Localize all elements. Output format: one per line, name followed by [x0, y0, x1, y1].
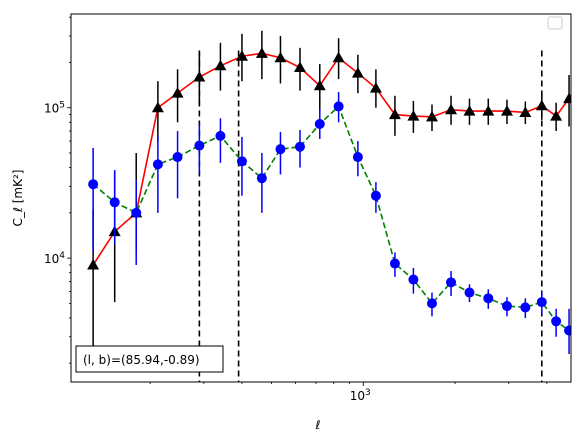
series-1-point — [151, 101, 164, 113]
series-2-point — [446, 277, 457, 288]
series-2-point — [352, 152, 363, 163]
series-2-point — [408, 274, 419, 285]
legend-box — [547, 16, 563, 30]
series-2-point — [483, 293, 494, 304]
series-2-point — [275, 144, 286, 155]
series-1-point — [293, 61, 306, 73]
series-2-point — [256, 173, 267, 184]
y-axis-label: C_ℓ [mK²] — [11, 170, 25, 227]
series-2-point — [88, 179, 99, 190]
series-1-point — [332, 51, 345, 63]
series-1-point — [214, 59, 227, 71]
series-1-point — [500, 105, 513, 116]
series-2-line — [92, 105, 570, 332]
y-tick-label: 104 — [44, 251, 65, 266]
series-1-point — [351, 67, 364, 78]
series-2-point — [520, 302, 531, 313]
series-2-point — [172, 152, 183, 163]
series-2-point — [551, 316, 562, 327]
series-1-point — [235, 50, 248, 61]
series-1-point — [425, 110, 438, 122]
series-1-point — [519, 106, 532, 117]
series-1-point — [482, 105, 495, 116]
y-tick-label: 105 — [44, 101, 65, 116]
series-1-point — [171, 87, 184, 98]
series-1-point — [407, 110, 420, 121]
series-1-point — [535, 99, 548, 111]
series-1-point — [369, 82, 382, 93]
series-1-point — [463, 105, 476, 116]
series-1-point — [274, 51, 287, 63]
x-tick-label: 103 — [350, 388, 371, 403]
series-2-point — [564, 325, 571, 336]
series-2-point — [215, 130, 226, 141]
axis-ticks: 103 104 105 — [44, 16, 548, 403]
annotation-box — [75, 345, 224, 373]
series-2-point — [131, 207, 142, 218]
series-2-point — [536, 297, 547, 308]
series-2-point — [236, 156, 247, 167]
series-1-point — [87, 258, 100, 270]
annotation-text: (l, b)=(85.94,-0.89) — [83, 353, 200, 367]
series-2-point — [501, 301, 512, 312]
series-2-point — [109, 197, 120, 208]
series-2-point — [389, 258, 400, 269]
series-2-point — [314, 118, 325, 129]
series-2-point — [370, 190, 381, 201]
series-2-point — [194, 140, 205, 151]
series-1-line — [92, 52, 570, 266]
series-1-point — [563, 92, 571, 104]
plot-frame — [70, 13, 572, 383]
series-1-point — [193, 71, 206, 82]
series-2-point — [294, 141, 305, 152]
x-axis-label: ℓ — [315, 418, 321, 432]
series-1-point — [445, 103, 458, 115]
series-1-point — [255, 47, 268, 58]
series-2-point — [333, 101, 344, 112]
series-1-point — [388, 108, 401, 120]
series-2-point — [426, 298, 437, 309]
series-2-point — [464, 287, 475, 298]
series-1-point — [550, 110, 563, 121]
series-2-point — [152, 159, 163, 170]
series-1-point — [313, 79, 326, 91]
plot-content — [87, 30, 571, 382]
